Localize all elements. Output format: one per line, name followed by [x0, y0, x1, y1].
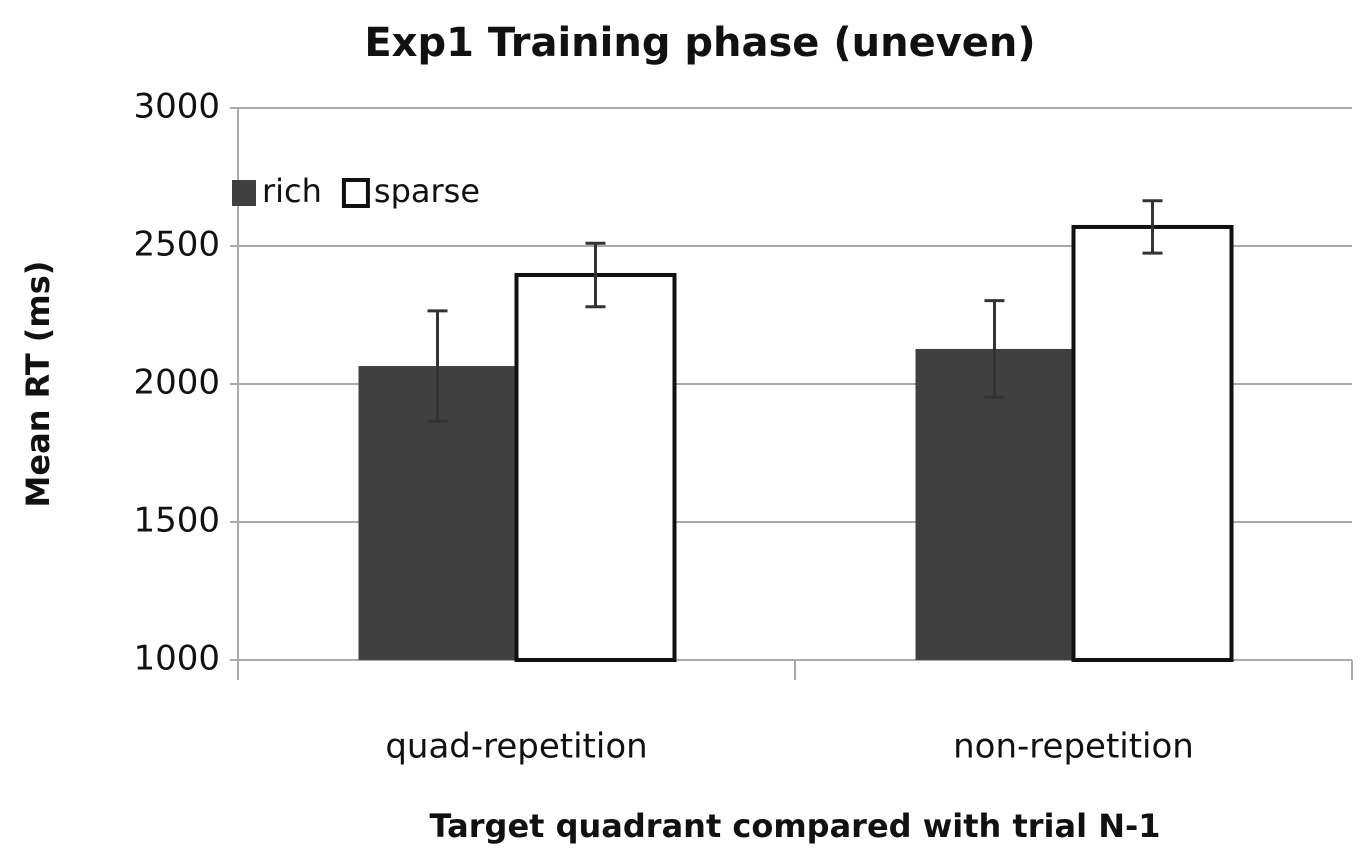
error-bar	[427, 309, 448, 423]
error-bar	[984, 299, 1005, 399]
y-tick-label: 1000	[133, 639, 220, 679]
legend-label: rich	[262, 172, 322, 210]
chart-title: Exp1 Training phase (uneven)	[364, 20, 1035, 66]
x-tick-label: quad-repetition	[385, 727, 647, 767]
y-tick-label: 3000	[133, 87, 220, 127]
x-tick-label: non-repetition	[953, 727, 1194, 767]
legend-swatch	[232, 180, 256, 206]
y-tick-label: 2500	[133, 225, 220, 265]
error-bar	[585, 241, 606, 309]
bar	[514, 272, 677, 662]
error-bar	[1142, 199, 1163, 255]
bar	[915, 348, 1074, 660]
bar	[1071, 224, 1234, 662]
x-axis-label: Target quadrant compared with trial N-1	[429, 807, 1160, 845]
y-tick-label: 1500	[133, 501, 220, 541]
y-tick-label: 2000	[133, 363, 220, 403]
legend-label: sparse	[374, 172, 480, 210]
legend-swatch	[341, 178, 370, 208]
y-axis-label: Mean RT (ms)	[19, 261, 57, 508]
